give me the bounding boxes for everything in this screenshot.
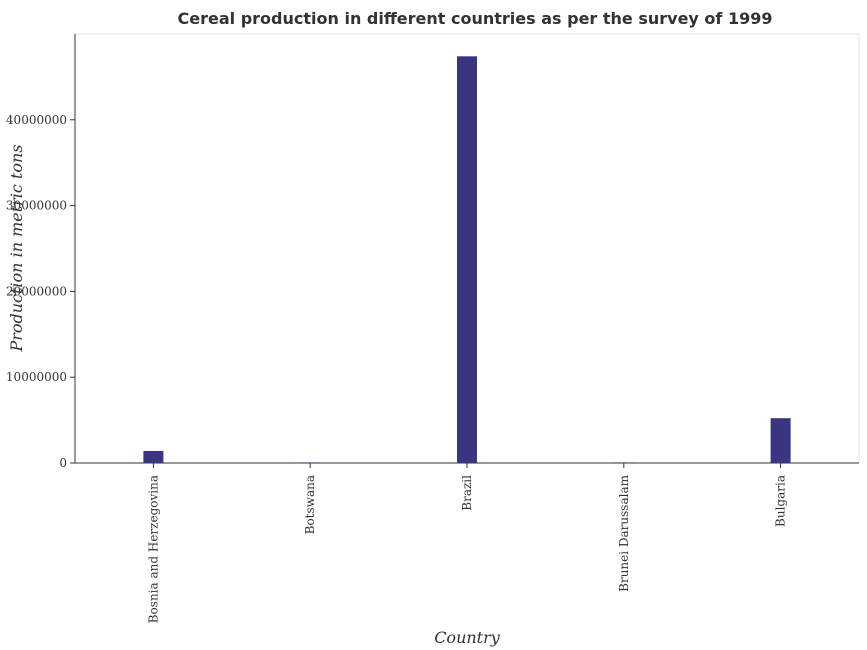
x-axis-label: Country	[434, 628, 501, 647]
y-tick-label: 10000000	[6, 370, 67, 384]
y-tick-label: 20000000	[6, 284, 67, 298]
bar	[300, 462, 321, 463]
y-axis-ticks: 0 10000000 20000000 30000000 40000000	[6, 113, 75, 470]
bar	[770, 418, 791, 463]
x-tick-label: Brunei Darussalam	[617, 474, 631, 591]
y-tick-label: 40000000	[6, 113, 67, 127]
y-axis-label: Production in metric tons	[7, 144, 26, 352]
x-axis-ticks: Bosnia and Herzegovina Botswana Brazil Brun…	[146, 463, 788, 623]
y-tick-label: 30000000	[6, 199, 67, 213]
y-tick-label: 0	[59, 456, 67, 470]
x-tick-label: Bosnia and Herzegovina	[146, 475, 160, 623]
bar	[457, 56, 477, 464]
chart-title: Cereal production in different countries…	[178, 9, 773, 28]
bar	[613, 462, 634, 463]
bars	[143, 56, 791, 464]
bar	[143, 450, 164, 463]
x-tick-label: Bulgaria	[774, 475, 788, 527]
x-tick-label: Botswana	[303, 475, 317, 534]
x-tick-label: Brazil	[460, 475, 474, 511]
